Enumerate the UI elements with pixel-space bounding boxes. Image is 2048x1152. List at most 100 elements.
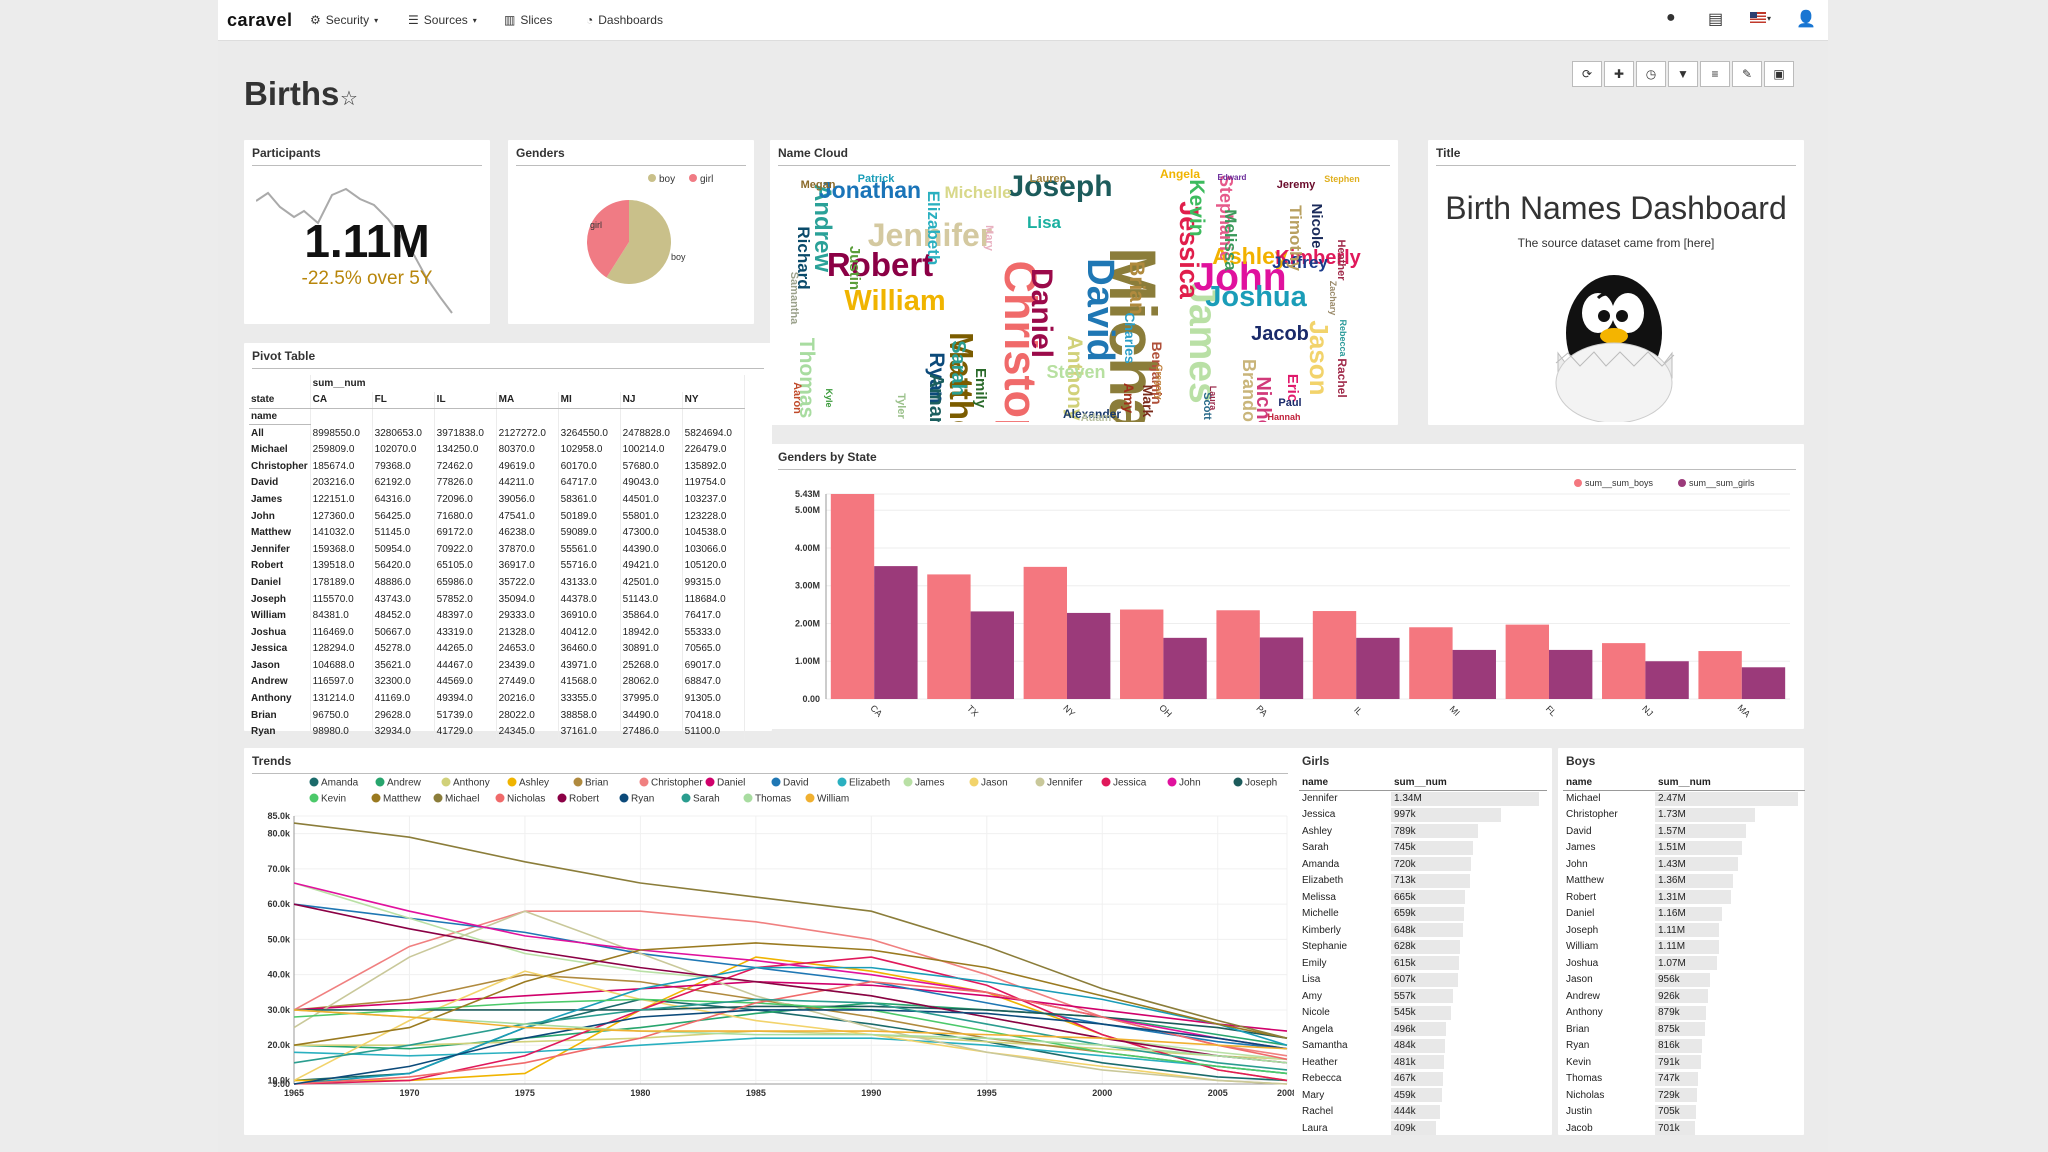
bar-sum__sum_boys[interactable] [1312, 611, 1357, 699]
legend-marker[interactable] [743, 793, 753, 803]
legend-marker[interactable] [557, 793, 567, 803]
table-row: Kimberly 648k [1299, 922, 1547, 939]
pie-legend-boy[interactable]: boy [648, 174, 675, 185]
legend-marker[interactable] [1167, 777, 1177, 787]
legend-marker[interactable] [1101, 777, 1111, 787]
name-cell: Angela [1302, 1023, 1334, 1035]
cloud-word: Sarah [947, 340, 969, 396]
value-cell: 747k [1655, 1071, 1805, 1088]
y-tick-label: 10.0k [267, 1075, 291, 1085]
pie-legend-girl[interactable]: girl [689, 174, 713, 185]
bar-sum__sum_girls[interactable] [1163, 637, 1207, 699]
legend-marker[interactable] [441, 777, 451, 787]
bar-sum__sum_boys[interactable] [927, 574, 971, 699]
legend-marker[interactable] [837, 777, 847, 787]
table-cell: 59089.0 [558, 524, 621, 541]
bar-sum__sum_boys[interactable] [1023, 566, 1067, 699]
bar-sum__sum_girls[interactable] [1741, 667, 1786, 699]
line-Daniel[interactable] [293, 980, 1288, 1032]
legend-marker[interactable] [639, 777, 649, 787]
line-William[interactable] [293, 1009, 1288, 1050]
cloud-word: Jessica [1174, 201, 1204, 300]
table-row: Daniel 178189.0 48886.0 65986.0 35722.0 43133… [249, 574, 745, 591]
save-button[interactable]: ▣ [1764, 61, 1794, 87]
legend-marker[interactable] [507, 777, 517, 787]
bar-sum__sum_girls[interactable] [1452, 649, 1496, 699]
line-Ryan[interactable] [293, 1009, 1288, 1085]
legend-marker[interactable] [371, 793, 381, 803]
legend-marker[interactable] [1233, 777, 1243, 787]
line-Robert[interactable] [293, 903, 1288, 1064]
bar-sum__sum_girls[interactable] [874, 566, 918, 699]
favorite-star-icon[interactable]: ☆ [340, 88, 358, 110]
line-Kevin[interactable] [293, 998, 1288, 1075]
line-Joshua[interactable] [293, 966, 1288, 1085]
github-icon[interactable]: ● [1666, 9, 1676, 26]
bar-sum__sum_girls[interactable] [1549, 649, 1593, 699]
legend-marker[interactable] [1678, 479, 1686, 487]
bar-sum__sum_boys[interactable] [1216, 610, 1260, 699]
legend-marker[interactable] [903, 777, 913, 787]
line-Sarah[interactable] [293, 998, 1288, 1071]
user-icon[interactable]: 👤 [1796, 11, 1816, 28]
table-cell: 116597.0 [310, 673, 373, 691]
legend-marker[interactable] [805, 793, 815, 803]
refresh-interval-button[interactable]: ◷ [1636, 61, 1666, 87]
cloud-word: Jennifer [868, 217, 992, 253]
line-Thomas[interactable] [293, 1009, 1288, 1064]
legend-marker[interactable] [495, 793, 505, 803]
legend-marker[interactable] [705, 777, 715, 787]
legend-marker[interactable] [433, 793, 443, 803]
brand-logo[interactable]: caravel [227, 10, 293, 30]
legend-marker[interactable] [969, 777, 979, 787]
legend-marker[interactable] [309, 777, 319, 787]
bar-sum__sum_boys[interactable] [1120, 609, 1164, 699]
css-button[interactable]: ≡ [1700, 61, 1730, 87]
bar-sum__sum_girls[interactable] [1356, 637, 1400, 699]
edit-button[interactable]: ✎ [1732, 61, 1762, 87]
legend-marker[interactable] [1035, 777, 1045, 787]
nav-security[interactable]: ⚙ Security ▾ [310, 13, 378, 27]
line-Jason[interactable] [293, 970, 1288, 1085]
book-icon[interactable]: ▤ [1708, 11, 1724, 28]
legend-marker[interactable] [681, 793, 691, 803]
table-row: Joseph 1.11M [1563, 922, 1805, 939]
y-tick-label: 20.0k [267, 1040, 291, 1050]
legend-marker[interactable] [1574, 479, 1582, 487]
add-slice-button[interactable]: ✚ [1604, 61, 1634, 87]
line-Jennifer[interactable] [293, 910, 1288, 1085]
bar-sum__sum_boys[interactable] [830, 494, 875, 699]
nav-slices[interactable]: ▥ Slices [504, 13, 552, 27]
language-flag-icon[interactable]: ▾ [1750, 11, 1772, 30]
bar-sum__sum_girls[interactable] [1645, 661, 1689, 699]
filters-button[interactable]: ▼ [1668, 61, 1698, 87]
bar-sum__sum_girls[interactable] [1259, 637, 1304, 699]
line-Elizabeth[interactable] [293, 1037, 1288, 1075]
bar-sum__sum_boys[interactable] [1409, 627, 1453, 699]
legend-marker[interactable] [375, 777, 385, 787]
bar-sum__sum_boys[interactable] [1698, 651, 1742, 699]
x-tick-label: PA [1254, 703, 1269, 718]
bar-sum__sum_boys[interactable] [1602, 643, 1646, 699]
line-Michael[interactable] [293, 822, 1288, 1039]
line-David[interactable] [293, 903, 1288, 1050]
bar-sum__sum_boys[interactable] [1505, 624, 1549, 699]
bar-sum__sum_girls[interactable] [970, 611, 1014, 699]
line-John[interactable] [293, 882, 1288, 1050]
table-row: Angela 496k [1299, 1021, 1547, 1038]
refresh-button[interactable]: ⟳ [1572, 61, 1602, 87]
legend-marker[interactable] [573, 777, 583, 787]
legend-label: Andrew [387, 778, 422, 789]
legend-marker[interactable] [309, 793, 319, 803]
value-cell: 659k [1391, 906, 1547, 923]
legend-marker[interactable] [771, 777, 781, 787]
bar-sum__sum_girls[interactable] [1067, 612, 1111, 699]
nav-sources[interactable]: ☰ Sources ▾ [408, 13, 477, 27]
legend-marker[interactable] [619, 793, 629, 803]
table-cell: 32300.0 [372, 673, 435, 691]
line-Matthew[interactable] [293, 942, 1288, 1047]
pie-slice-boy[interactable] [606, 200, 671, 284]
nav-dashboards[interactable]: ◔ Dashboards [586, 13, 663, 27]
pie-slice-girl[interactable] [587, 200, 629, 278]
line-Jessica[interactable] [293, 956, 1288, 1085]
